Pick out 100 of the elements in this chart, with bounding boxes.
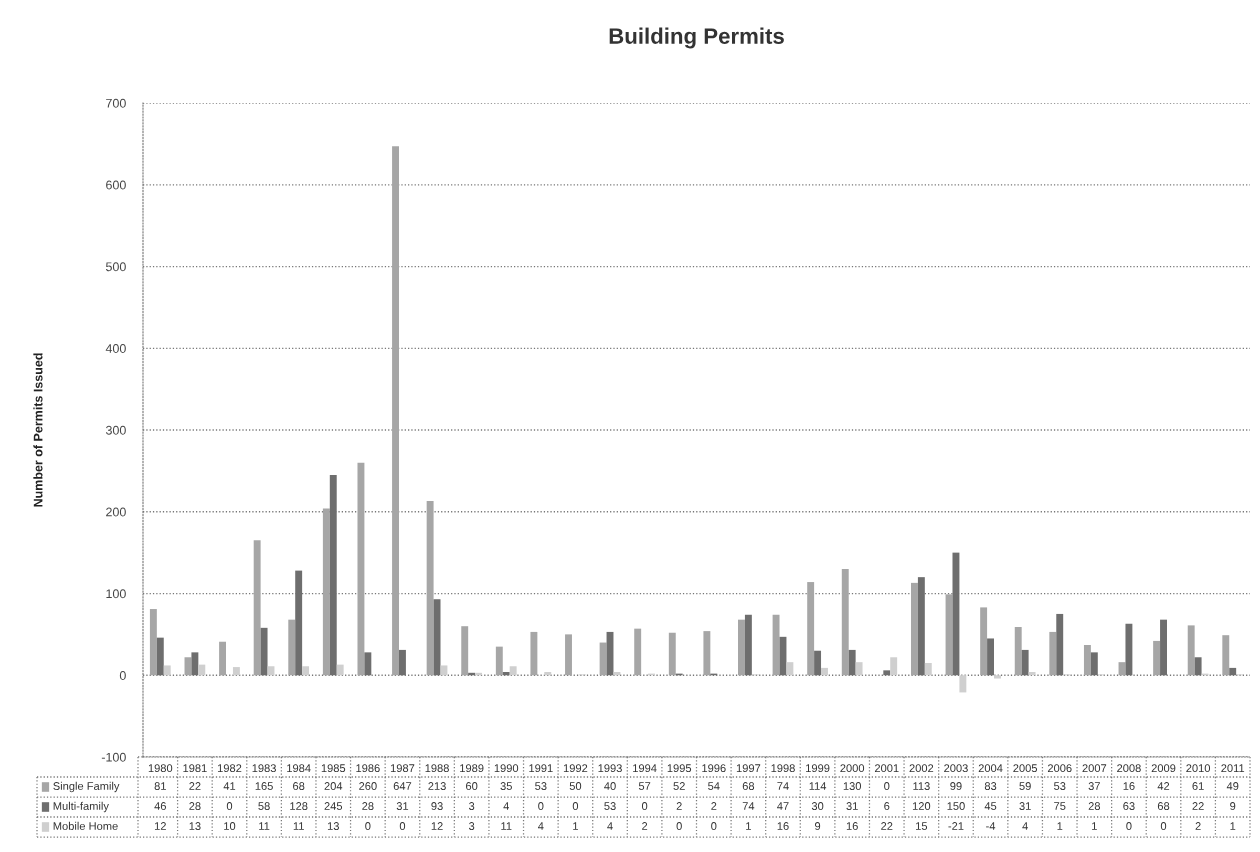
data-label: 0	[226, 802, 233, 810]
x-tick-label: 1982	[217, 764, 242, 773]
x-tick-label: 1990	[494, 764, 519, 773]
bar	[890, 657, 898, 676]
x-tick-label: 2000	[840, 764, 865, 773]
data-label: 4	[537, 822, 544, 830]
data-label: 59	[1019, 782, 1031, 790]
data-label: 1	[746, 822, 751, 830]
data-label: 31	[396, 802, 409, 810]
data-label: 245	[324, 802, 343, 810]
x-tick-label: 1989	[460, 764, 484, 773]
data-label: 30	[811, 802, 824, 810]
bar	[821, 667, 828, 676]
data-label: 11	[501, 822, 512, 830]
data-label: 0	[711, 822, 717, 830]
bar	[509, 666, 517, 676]
x-tick-label: 1984	[287, 764, 311, 773]
x-tick-label: 1987	[390, 764, 415, 773]
legend-label: Single Family	[53, 781, 120, 793]
bar	[807, 582, 815, 676]
data-label: 53	[1054, 782, 1066, 790]
x-tick-label: 2010	[1186, 764, 1211, 773]
data-label: 165	[255, 782, 273, 790]
bar	[994, 675, 1001, 679]
data-label: 0	[884, 782, 890, 790]
data-label: 2	[642, 822, 648, 830]
bar	[738, 619, 745, 676]
data-label: 1	[1230, 822, 1236, 830]
data-label: 4	[1022, 822, 1028, 830]
x-tick-label: 2002	[909, 764, 934, 773]
data-label: 93	[431, 802, 443, 810]
legend-label: Mobile Home	[53, 821, 118, 830]
data-label: 0	[676, 822, 682, 830]
data-label: 1	[573, 822, 578, 830]
x-tick-label: 2003	[944, 764, 968, 773]
bar	[336, 664, 344, 676]
bar	[1049, 631, 1057, 676]
data-label: 114	[809, 782, 827, 790]
data-label: 12	[431, 822, 443, 830]
x-tick-label: 1993	[598, 764, 622, 773]
x-tick-label: 1998	[771, 764, 795, 773]
data-label: 2	[1195, 822, 1201, 830]
bar	[634, 628, 642, 676]
data-label: 41	[223, 782, 236, 790]
bar	[565, 634, 572, 676]
data-label: 0	[1160, 822, 1167, 830]
bar	[1083, 645, 1091, 676]
data-label: 46	[154, 802, 166, 810]
bar	[322, 508, 330, 676]
data-label: 4	[607, 822, 613, 830]
y-axis-title: Number of Permits Issued	[33, 353, 43, 507]
bar	[855, 662, 863, 676]
data-label: 0	[538, 802, 544, 810]
x-tick-label: 2007	[1082, 764, 1107, 773]
data-label: 3	[468, 822, 475, 830]
data-label: 260	[359, 782, 377, 790]
bar	[288, 619, 296, 676]
x-tick-label: 1996	[702, 764, 726, 773]
bar	[392, 146, 399, 676]
data-label: 113	[913, 782, 930, 790]
data-label: 57	[638, 782, 651, 790]
data-label: 1	[1057, 822, 1063, 830]
chart-title: Building Permits	[609, 27, 784, 49]
data-label: 53	[604, 802, 616, 810]
x-tick-label: 1992	[563, 764, 588, 773]
bar	[253, 540, 261, 676]
y-tick-label: 600	[106, 180, 126, 190]
data-label: 63	[1123, 802, 1135, 810]
bar	[959, 675, 967, 693]
x-tick-label: 2004	[978, 764, 1003, 773]
bar	[599, 642, 607, 676]
data-label: 6	[884, 802, 890, 810]
legend-label: Multi-family	[53, 801, 109, 813]
bar	[1187, 625, 1195, 676]
data-label: 150	[947, 802, 965, 810]
bar	[357, 462, 365, 676]
data-label: 28	[1088, 802, 1101, 810]
bar	[544, 671, 552, 676]
data-label: 128	[290, 802, 308, 810]
data-label: 31	[1019, 802, 1031, 810]
bar	[613, 671, 621, 676]
x-tick-label: 1985	[321, 764, 346, 773]
data-label: 37	[1088, 782, 1100, 790]
bar	[530, 631, 538, 676]
data-label: 68	[293, 782, 305, 790]
y-tick-label: -100	[101, 752, 126, 762]
data-label: 0	[365, 822, 371, 830]
data-label: 75	[1054, 802, 1066, 810]
data-label: 60	[466, 782, 478, 790]
data-label: 58	[258, 802, 270, 810]
data-label: 99	[950, 782, 962, 790]
y-tick-label: 700	[106, 98, 126, 108]
y-tick-label: 200	[106, 507, 126, 517]
data-label: 28	[362, 802, 374, 810]
data-label: 16	[777, 822, 789, 830]
x-tick-label: 1983	[252, 764, 276, 773]
x-tick-label: 2009	[1151, 764, 1176, 773]
data-label: 13	[189, 822, 201, 830]
bar	[461, 626, 469, 676]
data-label: 53	[535, 782, 547, 790]
